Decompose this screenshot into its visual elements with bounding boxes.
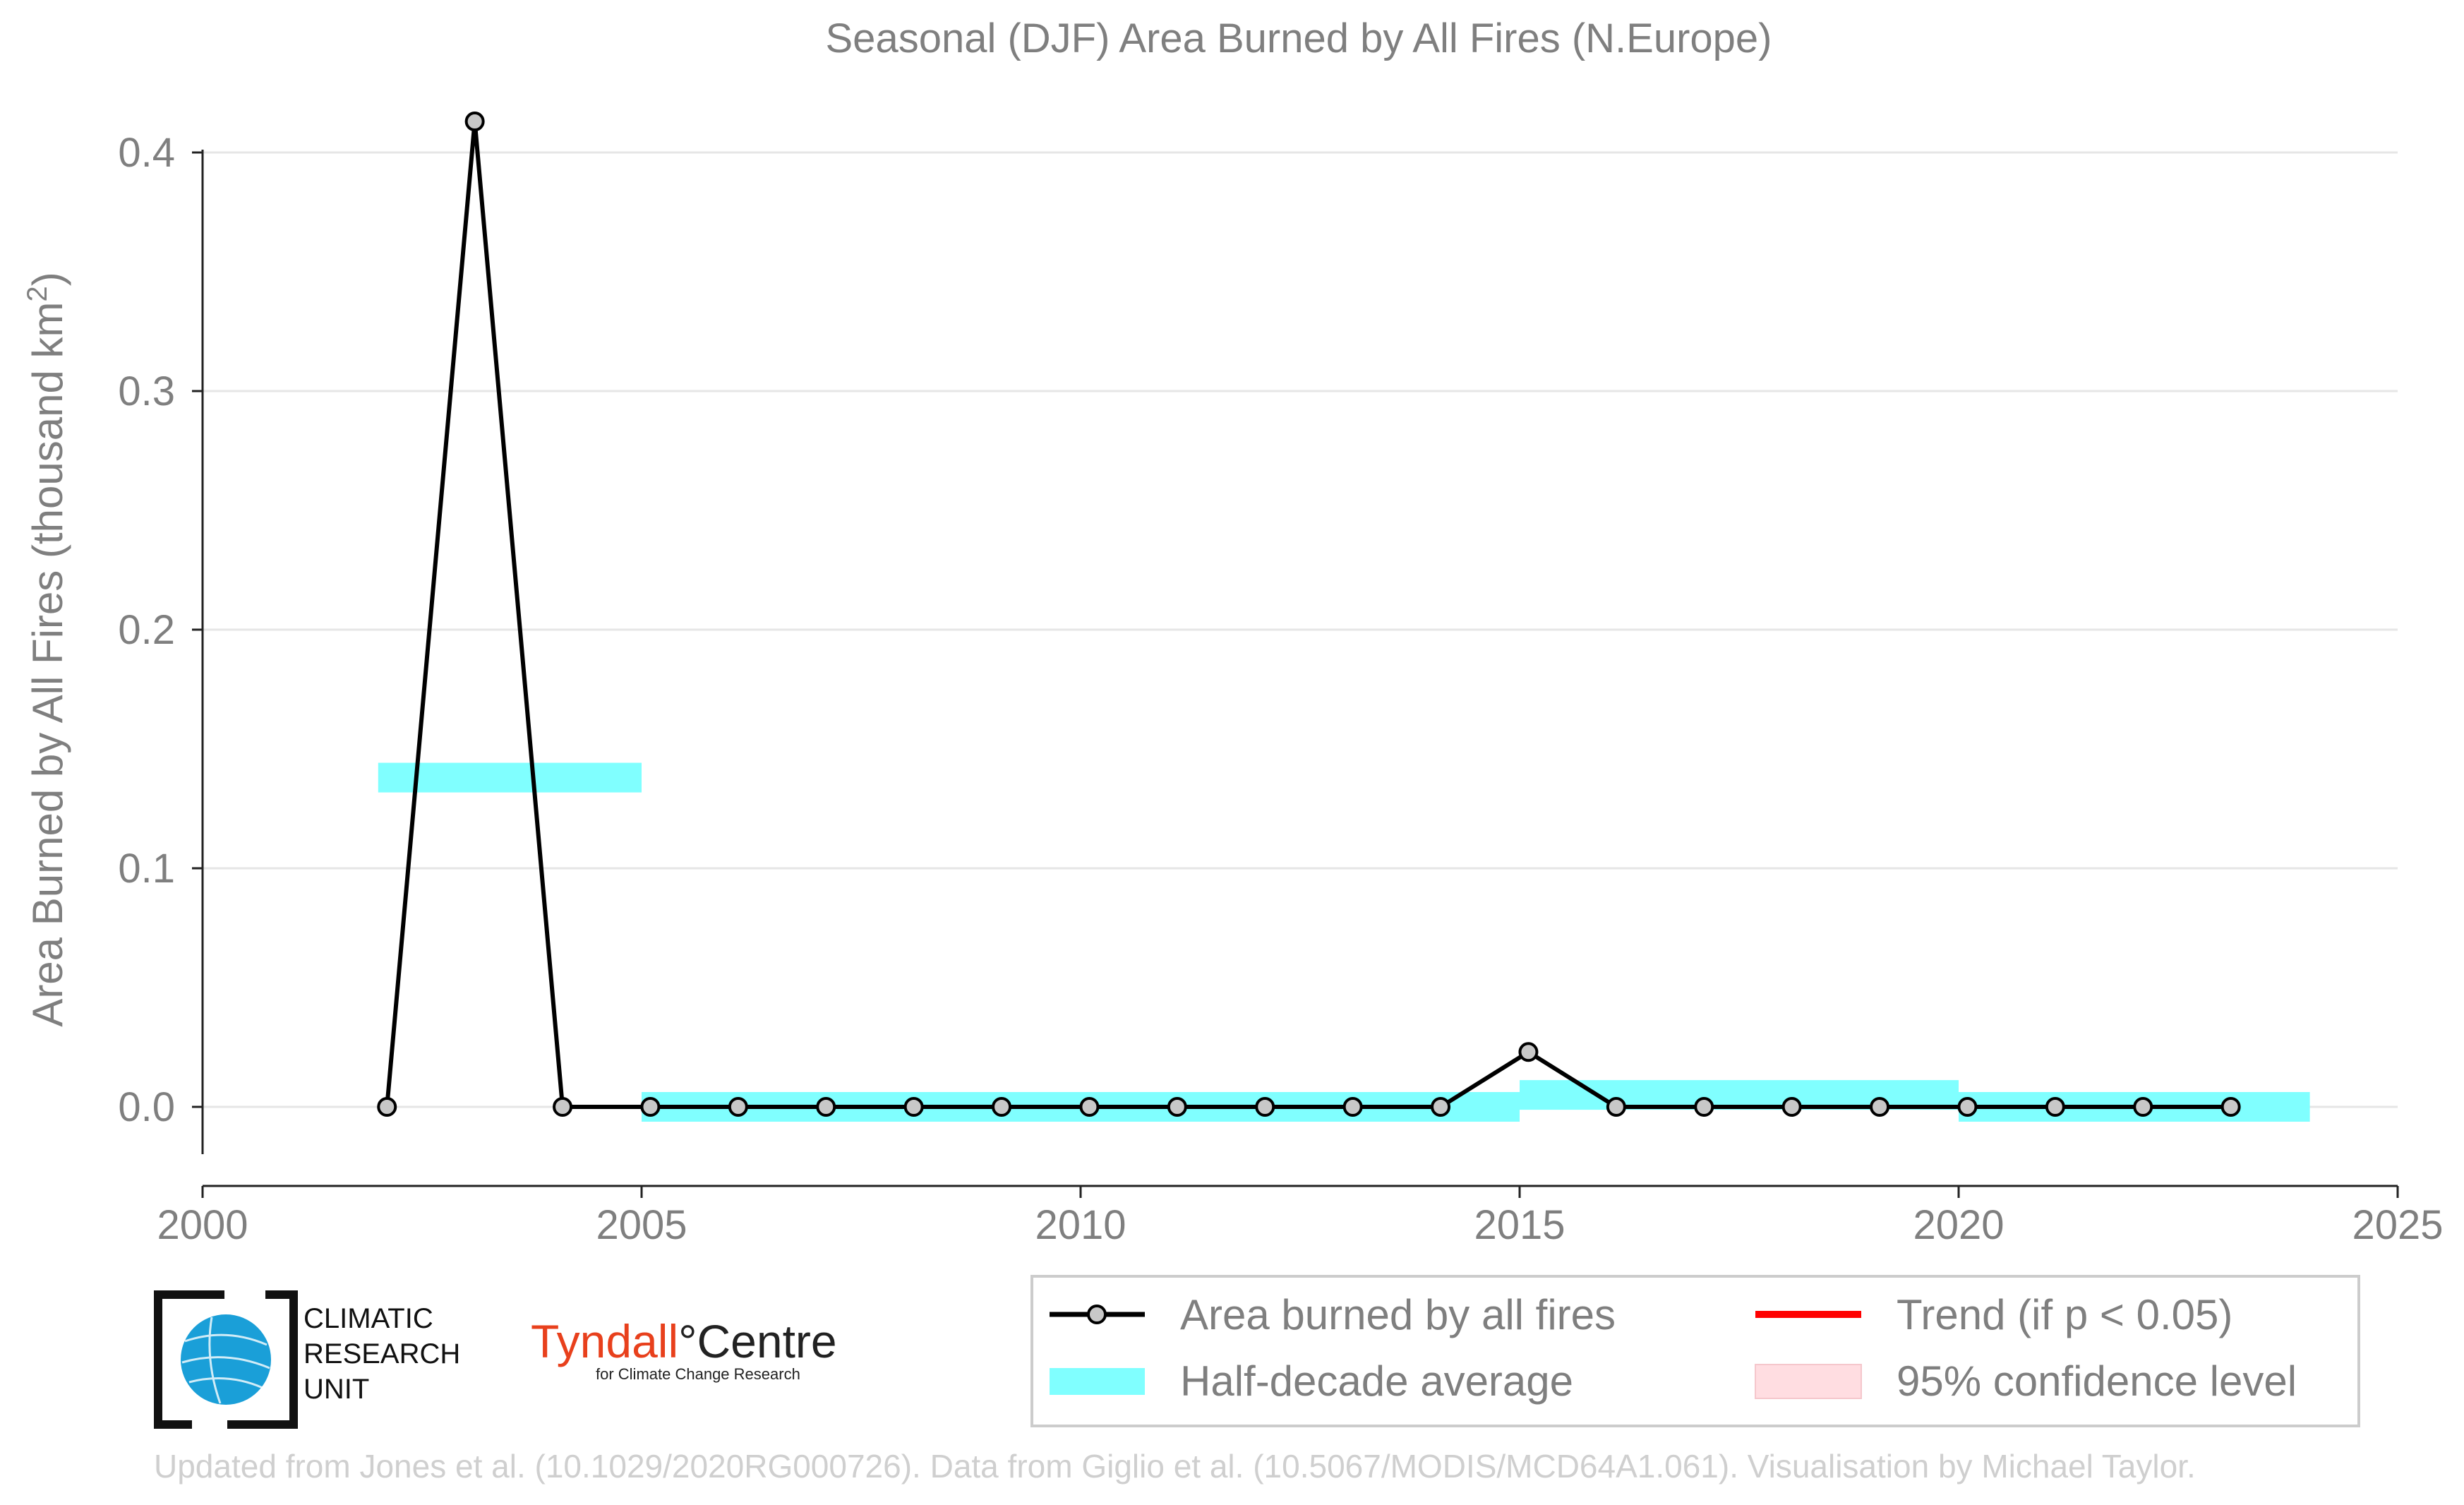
legend-confidence-symbol	[1755, 1364, 1862, 1399]
legend-label: Trend (if p < 0.05)	[1897, 1291, 2232, 1338]
data-point	[464, 112, 485, 132]
data-point	[1694, 1097, 1714, 1117]
data-point	[1431, 1097, 1451, 1117]
cru-logo-text: CLIMATIC RESEARCH UNIT	[304, 1301, 460, 1407]
data-point	[728, 1097, 748, 1117]
data-point	[992, 1097, 1012, 1117]
x-tick-label: 2020	[1913, 1202, 2004, 1248]
cru-logo	[154, 1290, 298, 1429]
data-point	[1957, 1097, 1978, 1117]
data-point	[377, 1097, 397, 1117]
y-tick-label: 0.0	[118, 1084, 175, 1130]
half-decade-band	[378, 762, 642, 793]
data-point	[1167, 1097, 1187, 1117]
cru-bracket-right-icon	[227, 1290, 298, 1429]
legend-item-half-decade: Half-decade average	[1050, 1357, 1573, 1405]
data-point	[816, 1097, 836, 1117]
tyndall-name: Tyndall	[531, 1315, 679, 1367]
legend-marker-symbol	[1087, 1305, 1107, 1324]
y-tick-label: 0.2	[118, 607, 175, 653]
footer-credits: Updated from Jones et al. (10.1029/2020R…	[154, 1448, 2196, 1485]
cru-globe-lines-icon	[181, 1317, 270, 1404]
legend: Area burned by all fires Trend (if p < 0…	[1030, 1275, 2360, 1427]
x-tick-label: 2015	[1474, 1202, 1565, 1248]
cru-line-2: RESEARCH	[304, 1338, 461, 1369]
y-axis-label: Area Burned by All Fires (thousand km2)	[22, 272, 71, 1026]
series-line	[385, 119, 2231, 1109]
x-tick-label: 2025	[2352, 1202, 2443, 1248]
half-decade-bands	[378, 762, 2310, 1122]
legend-box	[1030, 1275, 2360, 1427]
data-point	[2133, 1097, 2153, 1117]
legend-label: Area burned by all fires	[1180, 1291, 1616, 1338]
chart-title: Seasonal (DJF) Area Burned by All Fires …	[826, 16, 1772, 61]
data-point	[2045, 1097, 2065, 1117]
legend-item-area-burned: Area burned by all fires	[1050, 1291, 1616, 1338]
series-area-burned	[377, 112, 2241, 1117]
data-point	[1342, 1097, 1363, 1117]
legend-band-symbol	[1050, 1368, 1145, 1395]
legend-label: 95% confidence level	[1897, 1357, 2297, 1405]
y-tick-label: 0.1	[118, 846, 175, 892]
data-point	[1781, 1097, 1802, 1117]
legend-item-trend: Trend (if p < 0.05)	[1755, 1291, 2232, 1338]
x-tick-label: 2010	[1035, 1202, 1126, 1248]
x-tick-label: 2005	[596, 1202, 687, 1248]
cru-line-3: UNIT	[304, 1374, 370, 1405]
data-point	[553, 1097, 573, 1117]
tyndall-centre: °Centre	[678, 1315, 837, 1367]
data-point	[1870, 1097, 1890, 1117]
data-point	[1255, 1097, 1275, 1117]
data-point	[640, 1097, 661, 1117]
x-tick-label: 2000	[157, 1202, 248, 1248]
tyndall-logo: Tyndall°Centre for Climate Change Resear…	[531, 1314, 837, 1384]
x-axis: 2000 2005 2010 2015 2020 2025	[157, 1185, 2444, 1248]
y-axis: 0.0 0.1 0.2 0.3 0.4	[118, 130, 204, 1154]
cru-bracket-left-icon	[154, 1290, 224, 1429]
data-point	[903, 1097, 924, 1117]
y-tick-label: 0.3	[118, 368, 175, 414]
data-point	[1079, 1097, 1100, 1117]
legend-item-confidence: 95% confidence level	[1755, 1357, 2297, 1405]
data-point	[2220, 1097, 2241, 1117]
legend-label: Half-decade average	[1180, 1357, 1573, 1405]
grid	[203, 151, 2398, 1108]
y-tick-label: 0.4	[118, 130, 175, 176]
cru-line-1: CLIMATIC	[304, 1303, 433, 1334]
tyndall-subtitle: for Climate Change Research	[596, 1365, 800, 1383]
data-point	[1518, 1042, 1539, 1062]
data-point	[1606, 1097, 1626, 1117]
